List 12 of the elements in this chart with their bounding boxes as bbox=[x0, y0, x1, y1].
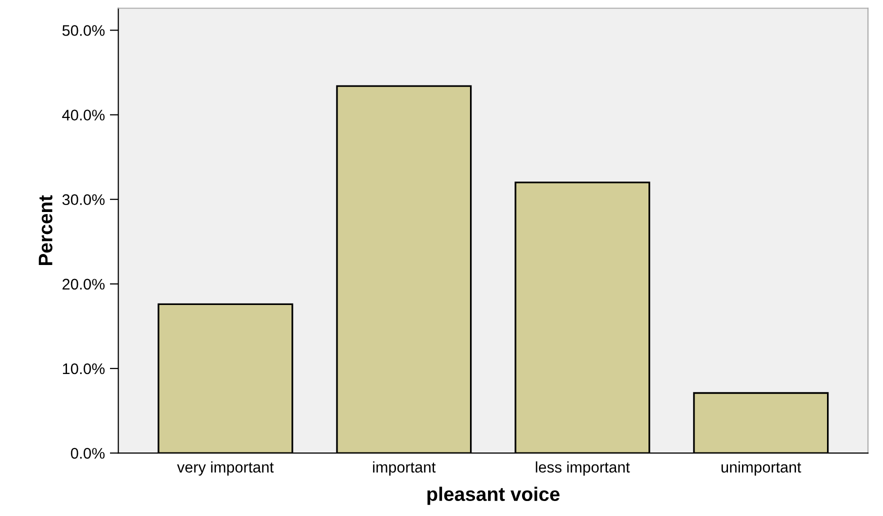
y-tick-label: 30.0% bbox=[62, 194, 105, 206]
y-tick-label: 50.0% bbox=[62, 25, 105, 36]
y-tick-label: 0.0% bbox=[70, 448, 105, 459]
x-tick-label: very important bbox=[177, 461, 274, 476]
x-axis-title: pleasant voice bbox=[427, 486, 560, 505]
x-tick-label: less important bbox=[536, 461, 630, 476]
y-tick-label: 40.0% bbox=[62, 110, 105, 120]
y-axis-title: Percent bbox=[38, 195, 52, 266]
y-tick-label: 20.0% bbox=[62, 278, 105, 290]
x-tick-label: important bbox=[373, 461, 436, 476]
y-tick-label: 10.0% bbox=[62, 363, 105, 374]
x-tick-label: unimportant bbox=[722, 461, 802, 476]
